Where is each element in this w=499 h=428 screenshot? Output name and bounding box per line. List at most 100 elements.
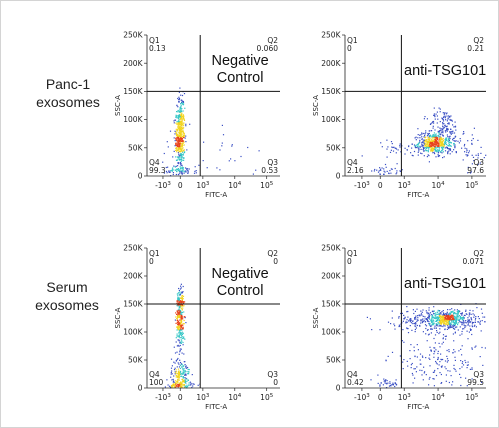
event-point	[180, 321, 182, 323]
event-point	[180, 319, 183, 321]
event-point	[219, 149, 221, 151]
event-point	[484, 321, 486, 323]
event-point	[186, 168, 188, 170]
event-point	[477, 163, 479, 165]
event-point	[434, 150, 436, 152]
event-point	[179, 325, 181, 327]
event-point	[466, 385, 468, 387]
event-point	[182, 365, 184, 368]
event-point	[435, 135, 437, 137]
event-point	[452, 327, 455, 330]
event-point	[177, 106, 179, 108]
event-point	[178, 159, 180, 161]
event-point	[424, 371, 426, 373]
event-point	[419, 324, 421, 327]
event-point	[435, 327, 437, 329]
event-point	[481, 320, 483, 322]
event-point	[426, 139, 428, 141]
event-point	[446, 318, 448, 321]
event-point	[438, 322, 440, 324]
event-point	[178, 385, 180, 387]
event-point	[431, 318, 433, 320]
event-point	[176, 335, 178, 337]
event-point	[462, 361, 464, 363]
event-point	[380, 169, 382, 171]
event-point	[433, 144, 435, 146]
event-point	[176, 137, 178, 139]
event-point	[404, 153, 406, 155]
event-point	[431, 323, 433, 325]
event-point	[403, 341, 405, 343]
event-point	[436, 111, 438, 113]
event-point	[176, 138, 178, 140]
event-point	[179, 334, 181, 336]
event-point	[175, 128, 177, 130]
event-point	[424, 137, 426, 139]
event-point	[423, 143, 425, 145]
event-point	[442, 146, 444, 148]
event-point	[176, 322, 178, 324]
event-point	[434, 142, 436, 144]
event-point	[174, 373, 176, 375]
event-point	[176, 326, 178, 328]
event-point	[221, 142, 223, 144]
event-point	[447, 316, 449, 319]
event-point	[454, 359, 456, 361]
event-point	[172, 169, 174, 171]
event-point	[180, 348, 182, 350]
event-point	[435, 362, 437, 364]
event-point	[449, 132, 451, 134]
event-point	[426, 329, 429, 331]
event-point	[424, 145, 426, 147]
event-point	[425, 147, 427, 149]
event-point	[435, 113, 437, 115]
event-point	[441, 144, 443, 146]
event-point	[180, 153, 182, 155]
quadrant-value: 0	[273, 257, 278, 266]
event-point	[445, 140, 447, 142]
event-point	[427, 137, 429, 139]
event-point	[466, 148, 468, 150]
quadrant-value: 0.13	[149, 44, 166, 53]
event-point	[439, 316, 441, 318]
event-point	[410, 344, 412, 346]
event-point	[448, 351, 450, 353]
event-point	[221, 145, 223, 147]
event-point	[179, 334, 181, 336]
event-point	[428, 307, 430, 309]
event-point	[440, 312, 442, 314]
event-point	[451, 320, 453, 322]
event-point	[415, 139, 417, 141]
event-point	[451, 326, 453, 328]
event-point	[179, 120, 181, 122]
event-point	[173, 137, 175, 139]
event-point	[473, 325, 475, 327]
event-point	[177, 384, 179, 386]
event-point	[428, 321, 430, 323]
event-point	[394, 325, 396, 327]
event-point	[422, 356, 424, 358]
event-point	[179, 297, 182, 299]
event-point	[177, 312, 179, 314]
event-point	[423, 118, 425, 120]
event-point	[162, 161, 164, 163]
event-point	[178, 173, 180, 176]
event-point	[180, 169, 182, 171]
event-point	[423, 372, 425, 374]
event-point	[432, 127, 434, 129]
event-point	[466, 151, 468, 153]
event-point	[415, 147, 417, 149]
event-point	[434, 136, 436, 138]
event-point	[459, 318, 461, 320]
event-point	[176, 310, 178, 312]
event-point	[449, 316, 451, 319]
event-point	[385, 166, 387, 168]
event-point	[396, 172, 398, 174]
event-point	[435, 141, 437, 143]
event-point	[416, 144, 418, 146]
x-tick-label: 104	[432, 181, 446, 190]
event-point	[177, 124, 179, 126]
event-point	[176, 151, 178, 153]
event-point	[183, 135, 185, 137]
event-point	[448, 381, 450, 384]
